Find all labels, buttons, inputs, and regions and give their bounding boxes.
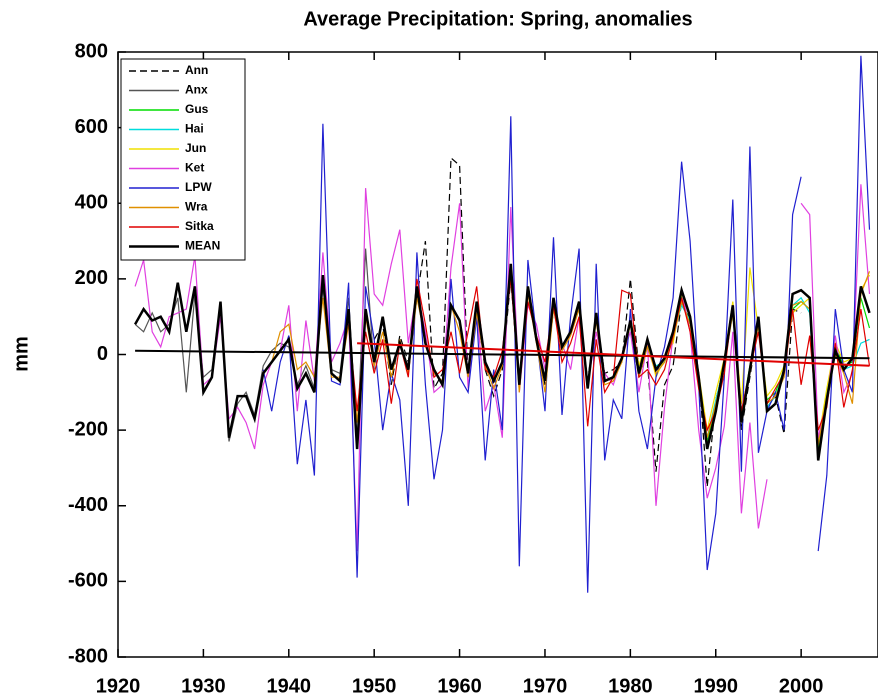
legend-label: Hai [185,122,204,136]
y-tick-label: 600 [75,116,108,138]
x-tick-label: 1970 [523,675,568,697]
y-tick-label: 200 [75,267,108,289]
y-tick-label: 0 [97,343,108,365]
series-line [262,116,802,593]
legend-label: Sitka [185,219,214,233]
legend-box [120,58,246,261]
y-tick-label: -800 [68,645,108,667]
legend-label: Jun [185,141,206,155]
y-tick-label: -400 [68,494,108,516]
plot-frame [117,51,878,658]
y-tick-label: 400 [75,192,108,214]
series-line [800,184,871,438]
x-tick-label: 1950 [352,675,397,697]
legend-label: LPW [185,180,212,194]
x-tick-label: 1920 [96,675,141,697]
plot-area [134,55,871,593]
x-tick-label: 1980 [608,675,653,697]
series-line [817,55,871,552]
x-tick-label: 1990 [694,675,739,697]
y-tick-label: -600 [68,570,108,592]
legend-label: Ket [185,161,204,175]
y-tick-label: -200 [68,418,108,440]
trend-line [357,342,870,367]
legend-label: Ann [185,63,208,77]
series-line [134,263,871,461]
chart-title: Average Precipitation: Spring, anomalies [303,8,692,30]
trend-line [135,349,870,360]
x-tick-label: 1960 [437,675,482,697]
x-tick-label: 1940 [267,675,312,697]
legend-label: Anx [185,83,208,97]
legend-label: MEAN [185,239,220,253]
y-tick-label: 800 [75,40,108,62]
x-tick-label: 2000 [779,675,824,697]
legend-label: Wra [185,200,208,214]
legend-label: Gus [185,102,209,116]
series-line [134,188,768,552]
x-tick-label: 1930 [181,675,226,697]
y-axis-label: mm [10,336,32,372]
